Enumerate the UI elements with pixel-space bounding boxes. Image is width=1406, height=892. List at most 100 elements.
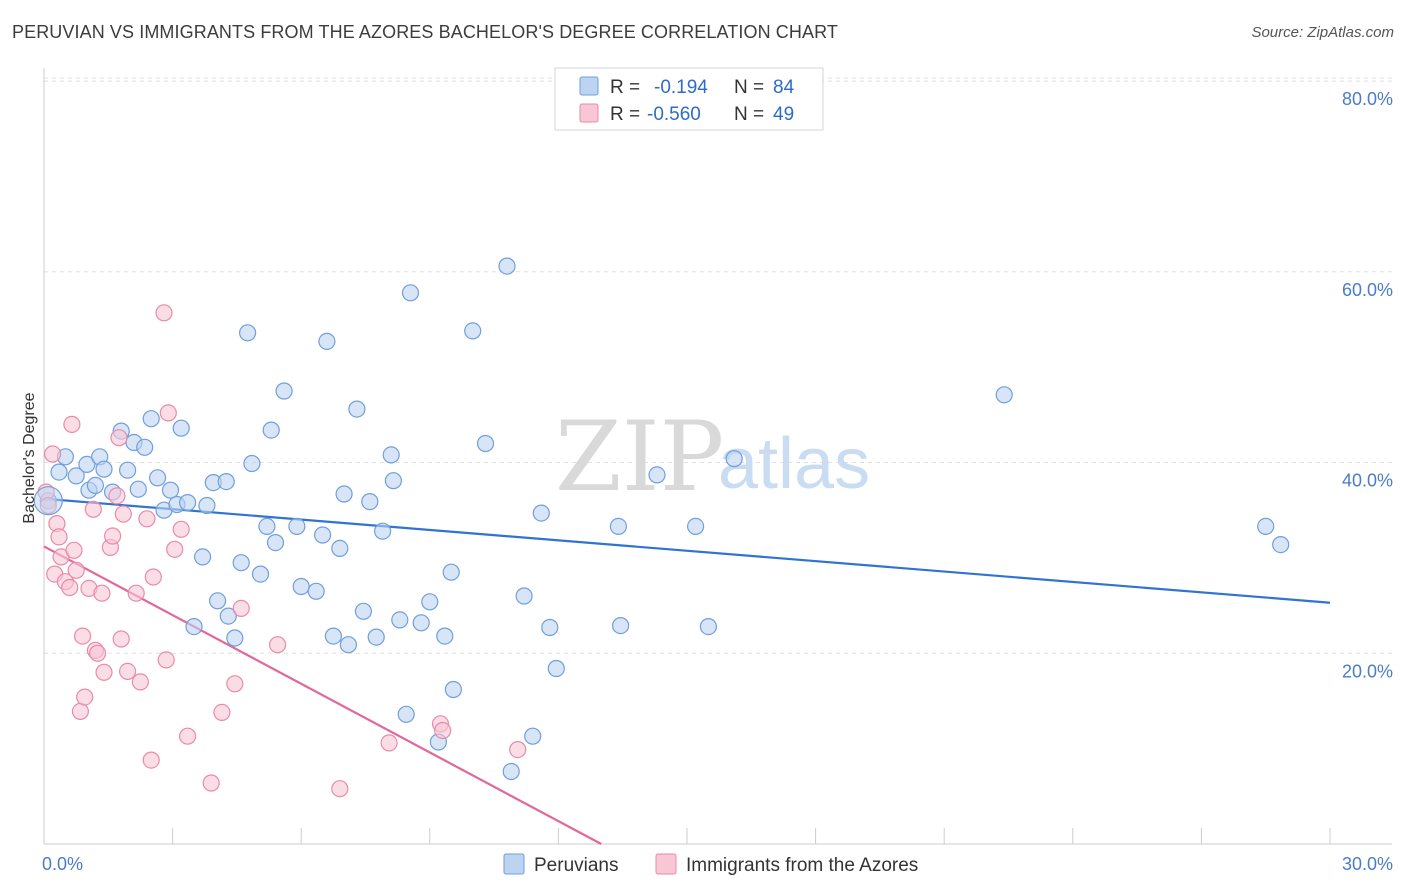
azores-point-14 (76, 688, 94, 706)
peruvian-point-16 (149, 469, 167, 487)
y-tick-label-60: 60.0% (1342, 280, 1393, 300)
peruvian-point-51 (374, 522, 392, 540)
peruvian-point-8 (95, 460, 113, 478)
azores-point-9 (63, 415, 81, 433)
y-tick-label-80: 80.0% (1342, 89, 1393, 109)
peruvian-point-14 (136, 438, 154, 456)
correlation-legend: R = -0.194 N = 84 R = -0.560 N = 49 (554, 67, 824, 131)
peruvian-point-11 (118, 461, 137, 479)
legend-swatch-azores (579, 103, 599, 123)
peruvian-point-56 (401, 284, 420, 302)
peruvian-point-35 (262, 421, 280, 439)
peruvian-point-61 (444, 680, 462, 699)
peruvian-point-70 (541, 618, 559, 637)
peruvian-point-26 (209, 592, 227, 610)
azores-point-37 (172, 520, 190, 538)
y-axis-label: Bachelor's Degree (21, 392, 38, 523)
peruvian-point-79 (1257, 517, 1275, 536)
azores-point-34 (157, 651, 175, 669)
peruvian-point-71 (547, 659, 565, 678)
x-tick-label-min: 0.0% (42, 854, 83, 874)
peruvian-point-32 (243, 454, 261, 473)
peruvian-point-47 (348, 400, 366, 418)
peruvian-point-45 (335, 485, 353, 503)
azores-point-42 (232, 599, 250, 618)
azores-point-30 (138, 510, 156, 528)
azores-point-47 (434, 721, 452, 740)
azores-point-11 (67, 561, 85, 579)
azores-point-29 (131, 673, 149, 691)
peruvian-point-36 (266, 533, 285, 552)
peruvian-point-31 (239, 324, 257, 342)
peruvian-point-67 (515, 587, 533, 605)
legend-r-label-2: R = (610, 104, 640, 125)
peruvian-point-76 (699, 617, 718, 636)
peruvian-point-63 (464, 322, 482, 340)
peruvian-point-42 (318, 332, 336, 350)
peruvian-point-53 (384, 472, 402, 490)
azores-point-45 (380, 734, 398, 752)
azores-point-38 (179, 727, 197, 745)
peruvian-point-64 (476, 434, 495, 453)
azores-point-48 (509, 740, 527, 759)
azores-point-24 (110, 429, 128, 447)
y-tick-label-40: 40.0% (1342, 471, 1393, 491)
series-legend-swatch-azores (655, 853, 677, 875)
peruvian-point-68 (524, 727, 542, 745)
azores-point-22 (103, 527, 122, 545)
peruvian-point-80 (1272, 535, 1290, 554)
azores-point-31 (142, 751, 160, 769)
azores-point-20 (95, 663, 113, 681)
peruvian-point-1 (50, 463, 68, 481)
data-points (33, 257, 1290, 798)
chart-source: Source: ZipAtlas.com (1251, 24, 1394, 41)
peruvian-point-37 (275, 382, 293, 400)
series-legend-azores: Immigrants from the Azores (686, 855, 918, 876)
peruvian-point-38 (288, 517, 306, 536)
azores-point-5 (50, 528, 68, 546)
legend-r-value-2: -0.560 (647, 104, 701, 125)
peruvian-point-66 (502, 762, 520, 781)
legend-r-label-1: R = (610, 77, 640, 98)
azores-point-16 (84, 500, 102, 518)
peruvian-point-58 (421, 593, 439, 611)
azores-point-13 (73, 627, 92, 645)
peruvian-point-69 (532, 504, 550, 522)
peruvian-point-20 (172, 419, 190, 437)
legend-n-value-2: 49 (773, 104, 794, 125)
axes (43, 68, 1392, 845)
peruvian-point-40 (307, 582, 325, 600)
legend-swatch-peruvians (579, 76, 599, 96)
peruvian-point-44 (331, 539, 349, 558)
peruvian-point-41 (314, 526, 332, 544)
trend-lines (43, 497, 1331, 845)
y-tick-label-20: 20.0% (1342, 661, 1393, 681)
peruvian-point-21 (179, 494, 197, 512)
legend-n-label-1: N = (734, 77, 764, 98)
peruvian-point-43 (324, 627, 342, 645)
azores-point-26 (114, 505, 132, 523)
peruvian-point-52 (382, 446, 400, 464)
azores-point-12 (71, 702, 90, 721)
peruvian-point-34 (258, 517, 276, 536)
azores-point-33 (155, 304, 173, 322)
peruvian-point-55 (397, 705, 415, 723)
peruvian-point-22 (185, 617, 203, 636)
peruvian-point-23 (194, 548, 212, 566)
azores-point-43 (269, 636, 287, 654)
legend-box (554, 67, 824, 131)
legend-n-label-2: N = (734, 104, 764, 125)
peruvian-point-78 (995, 386, 1013, 404)
azores-point-27 (118, 662, 137, 681)
peruvian-point-57 (412, 614, 430, 632)
peruvian-point-27 (217, 473, 235, 491)
azores-point-36 (166, 540, 184, 558)
azores-point-25 (112, 630, 130, 648)
azores-point-23 (108, 487, 126, 505)
azores-point-18 (88, 644, 107, 662)
peruvian-point-6 (86, 476, 105, 494)
peruvian-point-50 (367, 628, 385, 646)
peruvian-point-73 (611, 616, 630, 635)
legend-r-value-1: -0.194 (654, 77, 708, 98)
